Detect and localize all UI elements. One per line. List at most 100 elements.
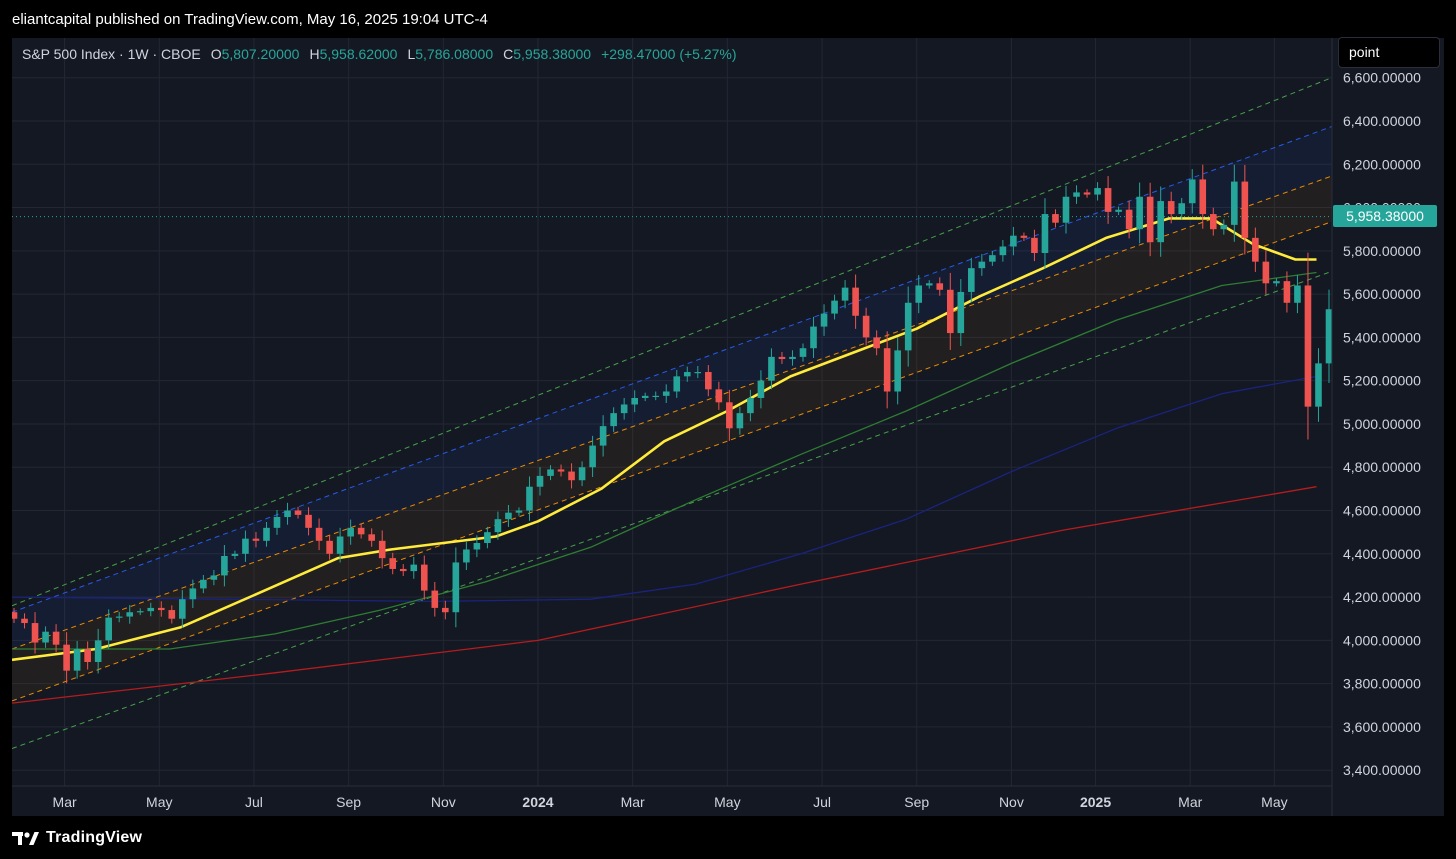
time-tick-label: Jul xyxy=(245,794,263,810)
candle-body xyxy=(157,607,165,611)
candle-body xyxy=(63,644,70,671)
candle-body xyxy=(894,350,901,392)
candle-body xyxy=(852,287,859,316)
time-tick-label: May xyxy=(1261,794,1287,810)
candle-body xyxy=(1136,196,1143,230)
candle-body xyxy=(273,517,281,528)
tradingview-logo[interactable]: TradingView xyxy=(12,829,142,847)
candle-body xyxy=(568,471,575,481)
candle-body xyxy=(1094,188,1101,195)
candle-body xyxy=(399,568,407,572)
candle-body xyxy=(1010,235,1017,247)
candle-body xyxy=(1073,192,1080,197)
price-tick-label: 4,400.00000 xyxy=(1343,546,1421,562)
change-value: +298.47000 (+5.27%) xyxy=(601,46,737,62)
candle-body xyxy=(1104,188,1112,212)
channel-lines-layer xyxy=(12,76,1332,750)
candle-body xyxy=(904,302,912,351)
candle-body xyxy=(747,397,754,414)
price-tick-label: 6,200.00000 xyxy=(1343,156,1421,172)
candle-body xyxy=(42,631,49,643)
candle-body xyxy=(662,391,670,396)
candle-body xyxy=(989,255,996,262)
time-tick-label: 2024 xyxy=(522,794,553,810)
grid-layer xyxy=(12,38,1332,786)
candle-body xyxy=(915,285,923,303)
candle-body xyxy=(957,291,965,334)
candle-body xyxy=(1052,214,1059,223)
candle-body xyxy=(1146,196,1154,243)
candle-body xyxy=(294,510,302,515)
high-value: 5,958.62000 xyxy=(319,46,398,62)
candle-body xyxy=(168,610,176,619)
candle-body xyxy=(547,469,554,476)
candle-body xyxy=(305,514,312,528)
candle-body xyxy=(1368,279,1375,281)
price-tick-label: 5,800.00000 xyxy=(1343,243,1421,259)
candle-body xyxy=(1020,235,1028,238)
candle-body xyxy=(1167,201,1175,215)
candle-body xyxy=(1252,237,1259,262)
candle-body xyxy=(768,356,775,381)
candle-body xyxy=(505,512,512,520)
candle-body xyxy=(210,575,218,580)
candle-body xyxy=(1325,309,1332,364)
candle-body xyxy=(12,612,18,619)
candle-body xyxy=(347,527,354,537)
candle-body xyxy=(31,623,39,643)
candle-body xyxy=(221,555,228,576)
price-tick-label: 5,600.00000 xyxy=(1343,286,1421,302)
point-mode-button[interactable]: point xyxy=(1338,37,1440,68)
candle-body xyxy=(1083,192,1091,195)
candle-body xyxy=(1273,281,1280,284)
candle-body xyxy=(263,527,270,541)
candle-body xyxy=(463,549,470,563)
moving-average-line xyxy=(12,375,1317,603)
bottom-bar xyxy=(0,816,1456,859)
open-value: 5,807.20000 xyxy=(221,46,300,62)
candle-body xyxy=(978,261,986,269)
ohlc-legend: S&P 500 Index · 1W · CBOE O5,807.20000 H5,… xyxy=(22,46,737,62)
time-tick-label: Mar xyxy=(53,794,77,810)
tradingview-logo-icon xyxy=(12,832,39,845)
candle-body xyxy=(726,402,733,429)
candle-body xyxy=(389,558,397,569)
candle-body xyxy=(536,475,544,487)
candle-body xyxy=(1125,209,1133,230)
candle-body xyxy=(810,326,817,349)
candle-body xyxy=(1209,214,1217,230)
candle-body xyxy=(883,348,891,392)
price-tick-label: 3,800.00000 xyxy=(1343,676,1421,692)
price-tick-label: 4,200.00000 xyxy=(1343,589,1421,605)
price-tick-label: 6,600.00000 xyxy=(1343,70,1421,86)
candle-body xyxy=(946,289,954,334)
time-tick-label: Sep xyxy=(904,794,929,810)
candle-body xyxy=(378,540,386,559)
candle-body xyxy=(1336,309,1343,311)
close-label: C xyxy=(503,46,514,62)
candle-body xyxy=(1041,214,1049,254)
price-tick-label: 3,600.00000 xyxy=(1343,719,1421,735)
price-tick-label: 6,400.00000 xyxy=(1343,113,1421,129)
time-tick-label: Mar xyxy=(621,794,645,810)
candle-body xyxy=(841,287,849,301)
candle-body xyxy=(694,372,702,374)
candle-body xyxy=(1178,203,1186,215)
candle-body xyxy=(862,315,870,338)
candle-body xyxy=(683,372,691,377)
candle-body xyxy=(21,618,28,624)
price-tick-label: 5,400.00000 xyxy=(1343,329,1421,345)
candle-body xyxy=(1294,285,1301,303)
low-value: 5,786.08000 xyxy=(415,46,494,62)
candle-body xyxy=(52,631,60,645)
candle-body xyxy=(999,246,1007,256)
candle-body xyxy=(1241,181,1249,238)
candle-body xyxy=(578,467,586,481)
candle-body xyxy=(252,538,260,541)
time-tick-label: May xyxy=(146,794,172,810)
candle-body xyxy=(136,611,144,613)
candle-body xyxy=(368,534,375,541)
candle-body xyxy=(94,640,102,662)
top-bar xyxy=(0,0,1456,38)
